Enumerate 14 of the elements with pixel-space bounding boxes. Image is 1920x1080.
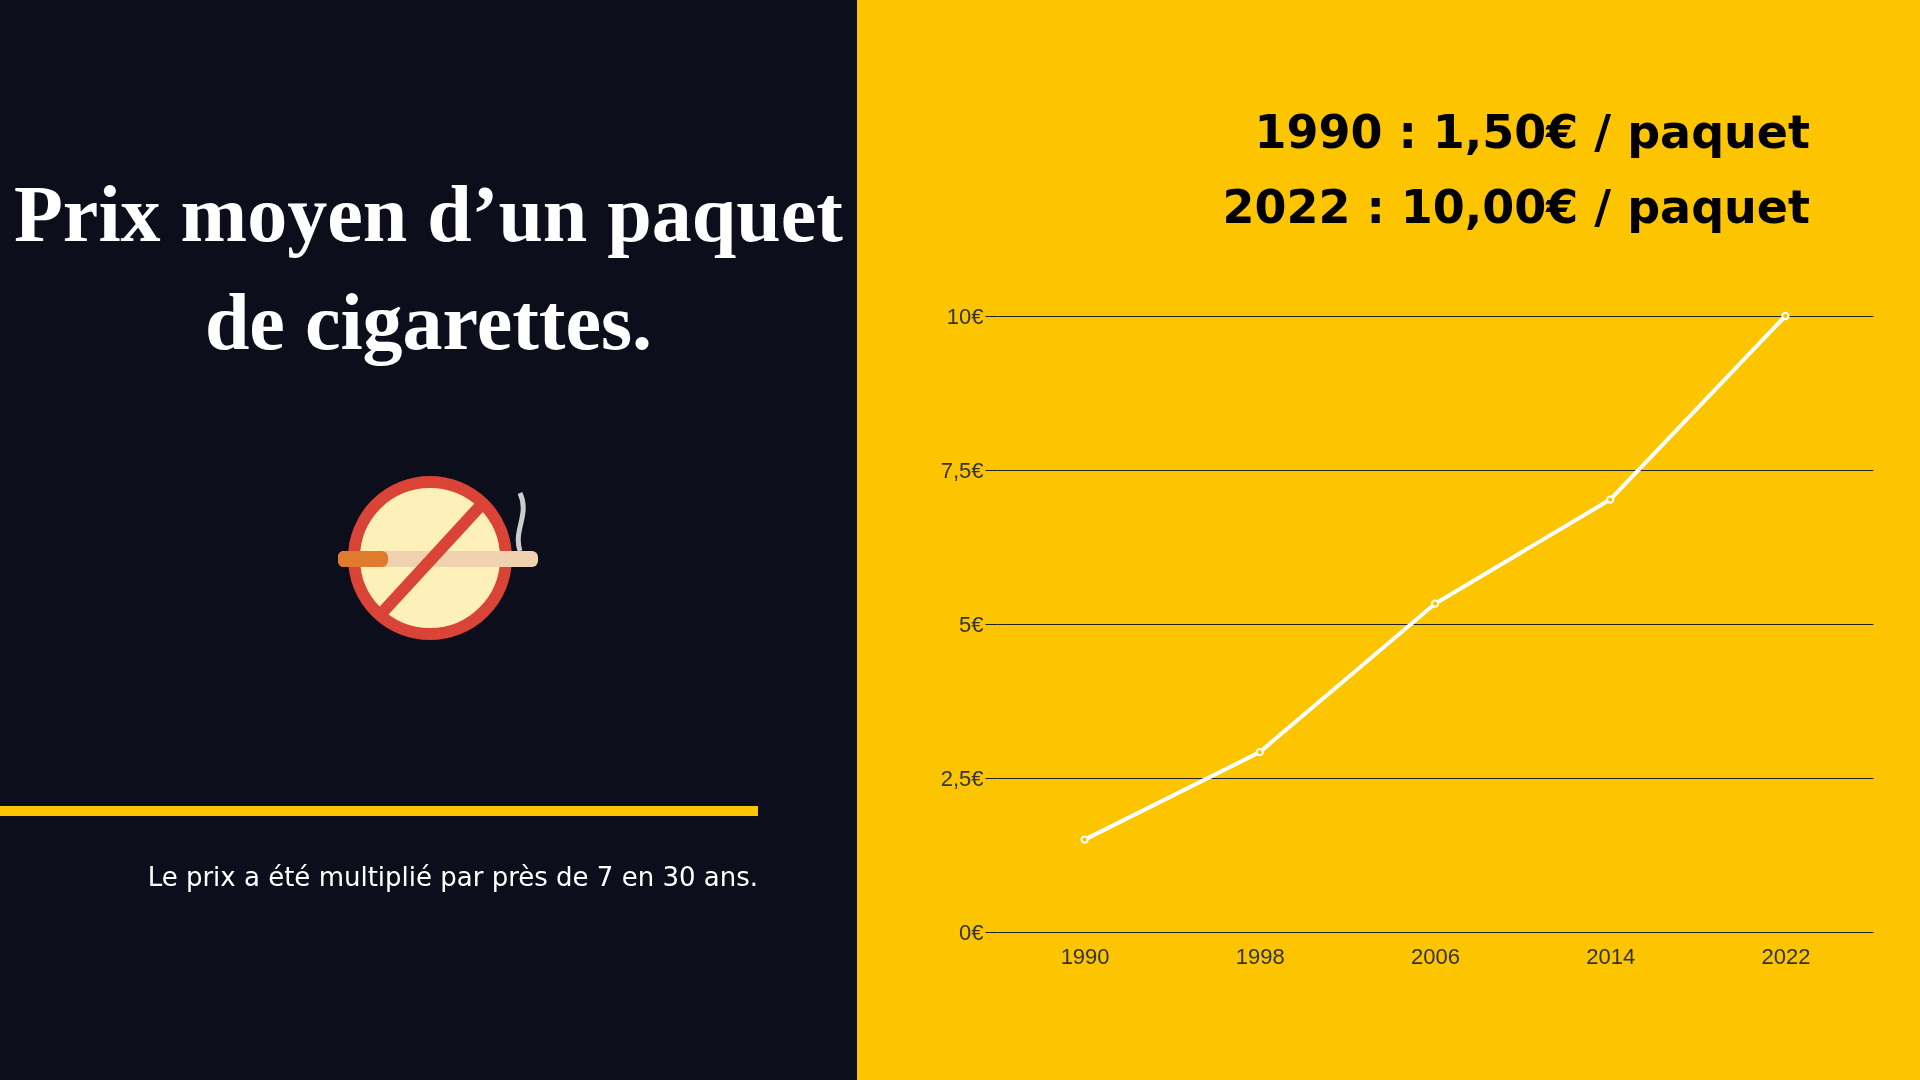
text: 2022 : 10,00€ / paquet bbox=[1222, 179, 1810, 236]
chart-title: Prix moyen d’un paquet de cigarettes. bbox=[13, 169, 844, 368]
y-tick-label: 10€ bbox=[946, 303, 984, 329]
y-tick-label: 5€ bbox=[959, 611, 984, 637]
x-tick-label: 1998 bbox=[1235, 943, 1285, 969]
x-tick-label: 2022 bbox=[1761, 943, 1811, 969]
x-tick-label: 2006 bbox=[1411, 943, 1460, 969]
x-tick-label: 2014 bbox=[1586, 943, 1636, 969]
y-tick-label: 2,5€ bbox=[940, 765, 984, 791]
text: 1990 : 1,50€ / paquet bbox=[1253, 104, 1810, 161]
x-tick-label: 1990 bbox=[1060, 943, 1110, 969]
text: Le prix a été multiplié par près de 7 en 30 ans. bbox=[146, 862, 758, 892]
y-tick-label: 7,5€ bbox=[940, 457, 984, 483]
y-tick-label: 0€ bbox=[959, 919, 984, 945]
